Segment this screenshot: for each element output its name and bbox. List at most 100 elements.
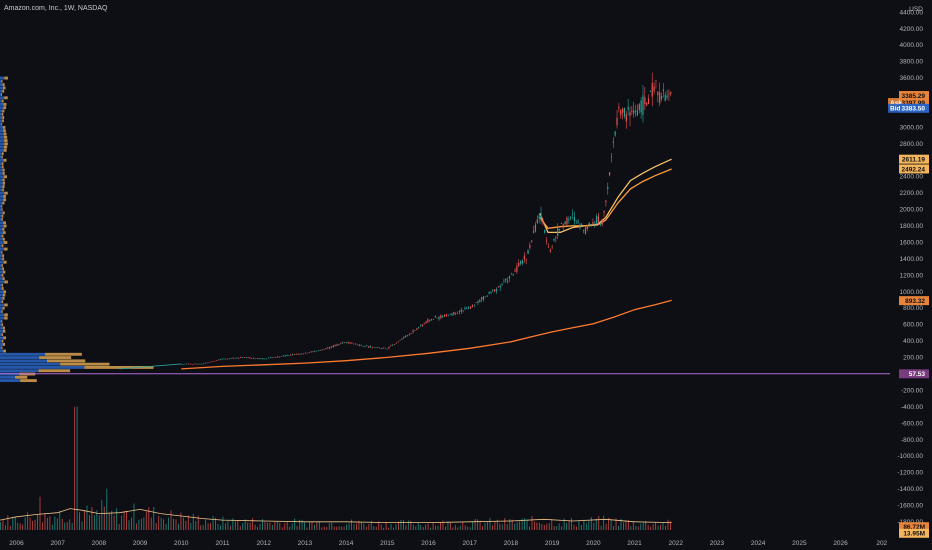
volume-bar xyxy=(185,520,187,530)
candle-body xyxy=(291,354,294,356)
time-axis[interactable]: 2006 2007 2008 2009 2010 2011 2012 2013 2014 2015… xyxy=(9,540,887,547)
volume-bar xyxy=(454,525,456,530)
volume-profile-bar xyxy=(1,208,3,212)
volume-bar xyxy=(103,506,105,530)
volume-bar xyxy=(484,522,486,530)
candle-body xyxy=(282,355,284,357)
candle-body xyxy=(408,334,410,335)
volume-bar xyxy=(449,522,451,530)
candle-body xyxy=(614,131,616,136)
volume-bar xyxy=(435,525,437,530)
volume-profile-bar xyxy=(45,352,82,356)
price-axis-tick: 4200.00 xyxy=(900,26,924,33)
volume-bar xyxy=(474,518,476,530)
volume-bar xyxy=(296,525,298,530)
candle-body xyxy=(230,358,232,359)
candle-body xyxy=(525,259,527,261)
volume-bar xyxy=(316,522,318,530)
candle-body xyxy=(251,358,253,360)
candle-body xyxy=(597,216,600,222)
time-axis-tick: 2011 xyxy=(216,540,230,547)
candle-body xyxy=(644,97,646,105)
candle-body xyxy=(325,348,327,350)
volume-bar xyxy=(160,517,162,530)
volume-bar xyxy=(126,510,127,530)
candle-body xyxy=(477,301,479,303)
candle-body xyxy=(215,360,218,361)
volume-bar xyxy=(627,520,629,530)
volume-profile-bar xyxy=(0,270,3,274)
volume-profile-bar xyxy=(0,293,3,297)
volume-profile-bar xyxy=(1,152,4,156)
candle-body xyxy=(401,338,403,340)
volume-bar xyxy=(393,527,394,530)
volume-bar xyxy=(37,514,38,530)
volume-bar xyxy=(9,526,11,530)
candle-body xyxy=(393,344,396,345)
price-tag-background xyxy=(899,91,929,101)
volume-bar xyxy=(618,525,619,530)
volume-bar xyxy=(252,518,254,530)
price-tag-prefix: Ask xyxy=(890,100,902,107)
volume-bar xyxy=(400,519,402,530)
candle-body xyxy=(416,328,418,330)
volume-profile-bar xyxy=(0,224,4,228)
volume-profile-bar xyxy=(0,76,5,80)
volume-bar xyxy=(506,524,508,530)
candle-body xyxy=(436,317,438,319)
price-axis[interactable]: USD4400.004200.004000.003800.003600.0034… xyxy=(897,6,923,526)
candle-body xyxy=(384,347,386,349)
volume-bar xyxy=(173,518,174,530)
candle-body xyxy=(432,319,435,320)
volume-bar xyxy=(239,526,241,530)
volume-bar xyxy=(398,521,399,530)
volume-profile-bar xyxy=(0,89,3,93)
volume-bar xyxy=(504,518,506,530)
volume-bar xyxy=(2,520,4,530)
volume-bar xyxy=(598,515,600,530)
time-axis-tick: 2026 xyxy=(833,540,848,547)
volume-profile-bar xyxy=(3,148,7,152)
volume-bar xyxy=(262,519,263,530)
volume-profile-bar xyxy=(0,171,3,175)
volume-profile-bar xyxy=(0,181,3,185)
volume-profile-bar xyxy=(2,227,5,231)
volume-bar xyxy=(415,526,417,530)
candle-body xyxy=(638,104,640,110)
candle-body xyxy=(592,222,594,225)
volume-bar xyxy=(541,524,543,530)
candle-body xyxy=(666,95,668,98)
price-axis-tick: -1200.00 xyxy=(897,470,923,477)
candle-body xyxy=(271,357,273,359)
volume-bar xyxy=(76,406,78,530)
volume-average-line xyxy=(0,508,672,523)
volume-bar xyxy=(566,522,568,530)
volume-profile-bar xyxy=(0,214,2,218)
volume-profile-bar xyxy=(0,241,5,244)
candle-body xyxy=(414,330,416,331)
volume-bar xyxy=(637,526,639,530)
candle-body xyxy=(412,330,414,333)
volume-bar xyxy=(7,515,9,530)
candle-body xyxy=(327,347,329,349)
price-tag-label: 57.53 xyxy=(909,371,926,378)
early-price-line xyxy=(119,363,182,370)
time-axis-tick: 2015 xyxy=(380,540,395,547)
volume-profile-bar xyxy=(0,379,21,383)
volume-profile-bar xyxy=(1,155,3,159)
volume-profile-bar xyxy=(4,313,8,317)
candle-body xyxy=(225,358,227,360)
candle-body xyxy=(369,346,372,348)
candle-body xyxy=(553,238,555,241)
time-axis-tick: 2009 xyxy=(133,540,148,547)
volume-bar xyxy=(551,519,553,530)
volume-bar xyxy=(482,526,483,530)
volume-profile-bar xyxy=(0,283,2,287)
volume-bar xyxy=(299,519,301,530)
volume-bar xyxy=(313,524,315,530)
price-axis-tick: 3000.00 xyxy=(900,124,924,131)
volume-bar xyxy=(652,524,654,530)
candle-body xyxy=(403,337,405,338)
candle-body xyxy=(419,325,422,327)
